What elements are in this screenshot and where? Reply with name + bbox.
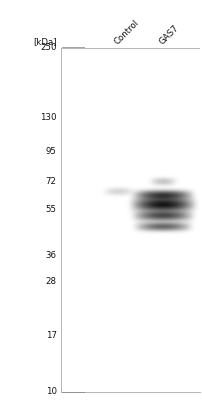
Bar (62, 281, 85, 283)
Bar (62, 47, 85, 49)
Bar (62, 117, 85, 119)
Text: 55: 55 (46, 205, 57, 214)
Text: [kDa]: [kDa] (33, 37, 57, 46)
Text: 250: 250 (40, 44, 57, 52)
Bar (61, 48, 200, 392)
Bar (62, 254, 85, 256)
Bar (62, 150, 85, 153)
Text: Control: Control (113, 18, 141, 46)
Bar (62, 180, 85, 182)
Text: 17: 17 (46, 331, 57, 340)
Text: 10: 10 (46, 388, 57, 396)
Text: 28: 28 (46, 278, 57, 286)
Bar (62, 334, 85, 336)
Text: 72: 72 (46, 176, 57, 186)
Bar (62, 209, 85, 211)
Text: GAS7: GAS7 (157, 23, 180, 46)
Text: 130: 130 (40, 113, 57, 122)
Text: 36: 36 (46, 251, 57, 260)
Bar (62, 391, 85, 393)
Text: 95: 95 (46, 147, 57, 156)
